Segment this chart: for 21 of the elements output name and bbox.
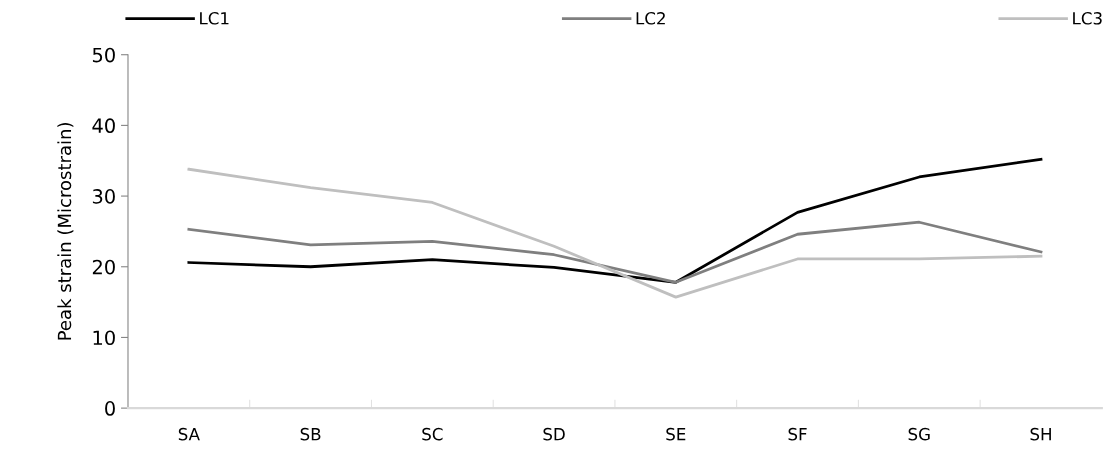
y-tick-label: 40 [92,118,115,134]
x-tick-label: SG [908,427,930,441]
x-tick-label: SA [178,427,200,441]
legend-label: LC3 [1073,12,1102,25]
legend-label: LC2 [636,12,665,25]
x-tick-label: SH [1030,427,1051,441]
x-tick-label: SD [543,427,565,441]
x-tick-label: SB [300,427,321,441]
y-tick-label: 20 [92,259,115,275]
legend-label: LC1 [200,12,229,25]
line-series [187,167,1043,299]
y-tick-label: 50 [92,47,115,63]
y-tick-label: 30 [92,189,115,204]
x-tick-label: SE [666,427,686,441]
y-axis-title: Peak strain (Microstrain) [57,123,74,340]
x-tick-label: SC [422,427,443,441]
x-tick-label: SF [788,427,807,441]
line-series [187,157,1043,284]
y-tick-label: 0 [105,401,115,416]
y-tick-label: 10 [93,330,115,346]
line-series [187,220,1043,284]
